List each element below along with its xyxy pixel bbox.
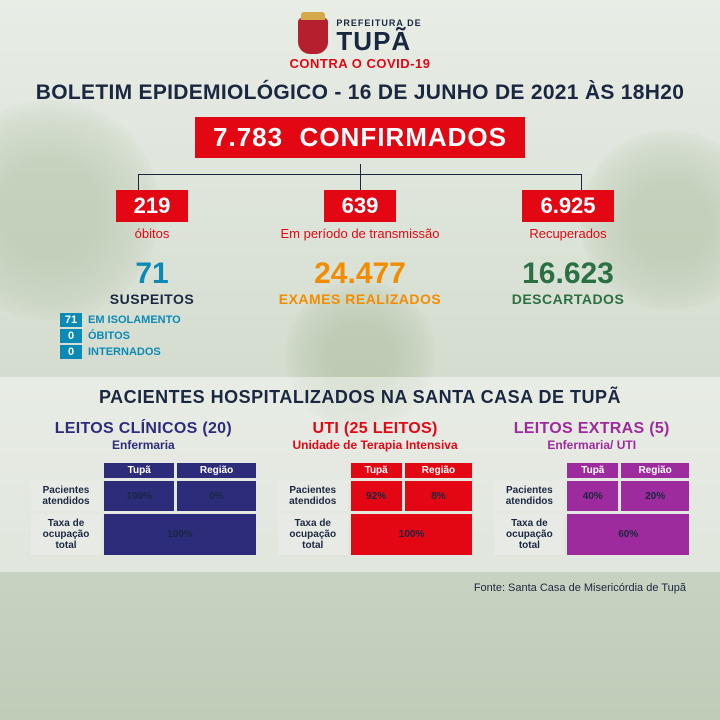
stat-transmission: 639 Em período de transmissão [256, 190, 464, 241]
row-occupancy-label: Taxa de ocupação total [278, 514, 348, 555]
deaths-value: 219 [116, 190, 189, 222]
suspects-label: SUSPEITOS [48, 291, 256, 307]
suspects-value: 71 [123, 257, 180, 291]
source-label: Fonte: Santa Casa de Misericórdia de Tup… [28, 582, 692, 594]
exams-value: 24.477 [256, 257, 464, 291]
city-shield-icon [298, 18, 328, 54]
th-tupa: Tupã [567, 463, 618, 478]
discarded-block: 16.623 DESCARTADOS [464, 257, 672, 307]
stat-deaths: 219 óbitos [48, 190, 256, 241]
confirmed-value: 7.783 [213, 122, 283, 152]
hospital-title: PACIENTES HOSPITALIZADOS NA SANTA CASA D… [28, 387, 692, 408]
row-patients-label: Pacientes atendidos [494, 481, 564, 511]
th-regiao: Região [405, 463, 473, 478]
recovered-value: 6.925 [522, 190, 613, 222]
contra-covid-label: CONTRA O COVID-19 [28, 56, 692, 71]
bed-column: UTI (25 LEITOS)Unidade de Terapia Intens… [275, 420, 476, 558]
row-patients-label: Pacientes atendidos [278, 481, 348, 511]
tree-connector [68, 164, 652, 190]
suspects-block: 71 SUSPEITOS 71 EM ISOLAMENTO 0 ÓBITOS 0… [48, 257, 256, 361]
top-stats-row: 219 óbitos 639 Em período de transmissão… [28, 190, 692, 241]
bulletin-title: BOLETIM EPIDEMIOLÓGICO - 16 DE JUNHO DE … [28, 81, 692, 105]
suspects-isolation: 71 EM ISOLAMENTO [60, 313, 256, 327]
transmission-label: Em período de transmissão [256, 226, 464, 241]
row-occupancy-label: Taxa de ocupação total [494, 514, 564, 555]
bed-table: TupãRegião Pacientes atendidos92%8% Taxa d… [275, 460, 476, 558]
suspects-interned: 0 INTERNADOS [60, 345, 256, 359]
bed-column: LEITOS CLÍNICOS (20)Enfermaria TupãRegião… [28, 420, 259, 558]
recovered-label: Recuperados [464, 226, 672, 241]
exams-label: EXAMES REALIZADOS [256, 291, 464, 307]
exams-block: 24.477 EXAMES REALIZADOS [256, 257, 464, 307]
stat-recovered: 6.925 Recuperados [464, 190, 672, 241]
transmission-value: 639 [324, 190, 397, 222]
th-regiao: Região [177, 463, 255, 478]
discarded-label: DESCARTADOS [464, 291, 672, 307]
th-regiao: Região [621, 463, 689, 478]
confirmed-label: CONFIRMADOS [300, 122, 507, 152]
patients-regiao: 0% [177, 481, 255, 511]
secondary-stats-row: 71 SUSPEITOS 71 EM ISOLAMENTO 0 ÓBITOS 0… [28, 257, 692, 361]
bed-subtitle: Enfermaria/ UTI [491, 438, 692, 452]
patients-tupa: 92% [351, 481, 402, 511]
patients-tupa: 40% [567, 481, 618, 511]
occupancy-total: 60% [567, 514, 689, 555]
city-name: TUPÃ [336, 28, 421, 54]
deaths-label: óbitos [48, 226, 256, 241]
bed-table: TupãRegião Pacientes atendidos100%0% Taxa … [28, 460, 259, 558]
th-tupa: Tupã [104, 463, 174, 478]
th-tupa: Tupã [351, 463, 402, 478]
row-occupancy-label: Taxa de ocupação total [31, 514, 101, 555]
bed-table: TupãRegião Pacientes atendidos40%20% Taxa … [491, 460, 692, 558]
bed-subtitle: Unidade de Terapia Intensiva [275, 438, 476, 452]
beds-row: LEITOS CLÍNICOS (20)EnfermariaTupãRegião… [28, 420, 692, 558]
bed-subtitle: Enfermaria [28, 438, 259, 452]
occupancy-total: 100% [351, 514, 473, 555]
bed-title: UTI (25 LEITOS) [275, 420, 476, 438]
logo-header: PREFEITURA DE TUPÃ [28, 18, 692, 54]
suspects-deaths: 0 ÓBITOS [60, 329, 256, 343]
bed-title: LEITOS CLÍNICOS (20) [28, 420, 259, 438]
bed-column: LEITOS EXTRAS (5)Enfermaria/ UTI TupãRegi… [491, 420, 692, 558]
suspects-breakdown: 71 EM ISOLAMENTO 0 ÓBITOS 0 INTERNADOS [48, 313, 256, 359]
row-patients-label: Pacientes atendidos [31, 481, 101, 511]
patients-regiao: 20% [621, 481, 689, 511]
discarded-value: 16.623 [464, 257, 672, 291]
patients-tupa: 100% [104, 481, 174, 511]
hospital-section: PACIENTES HOSPITALIZADOS NA SANTA CASA D… [0, 377, 720, 572]
bed-title: LEITOS EXTRAS (5) [491, 420, 692, 438]
bulletin-container: PREFEITURA DE TUPÃ CONTRA O COVID-19 BOL… [0, 0, 720, 720]
patients-regiao: 8% [405, 481, 473, 511]
confirmed-badge: 7.783 CONFIRMADOS [195, 117, 525, 158]
occupancy-total: 100% [104, 514, 256, 555]
